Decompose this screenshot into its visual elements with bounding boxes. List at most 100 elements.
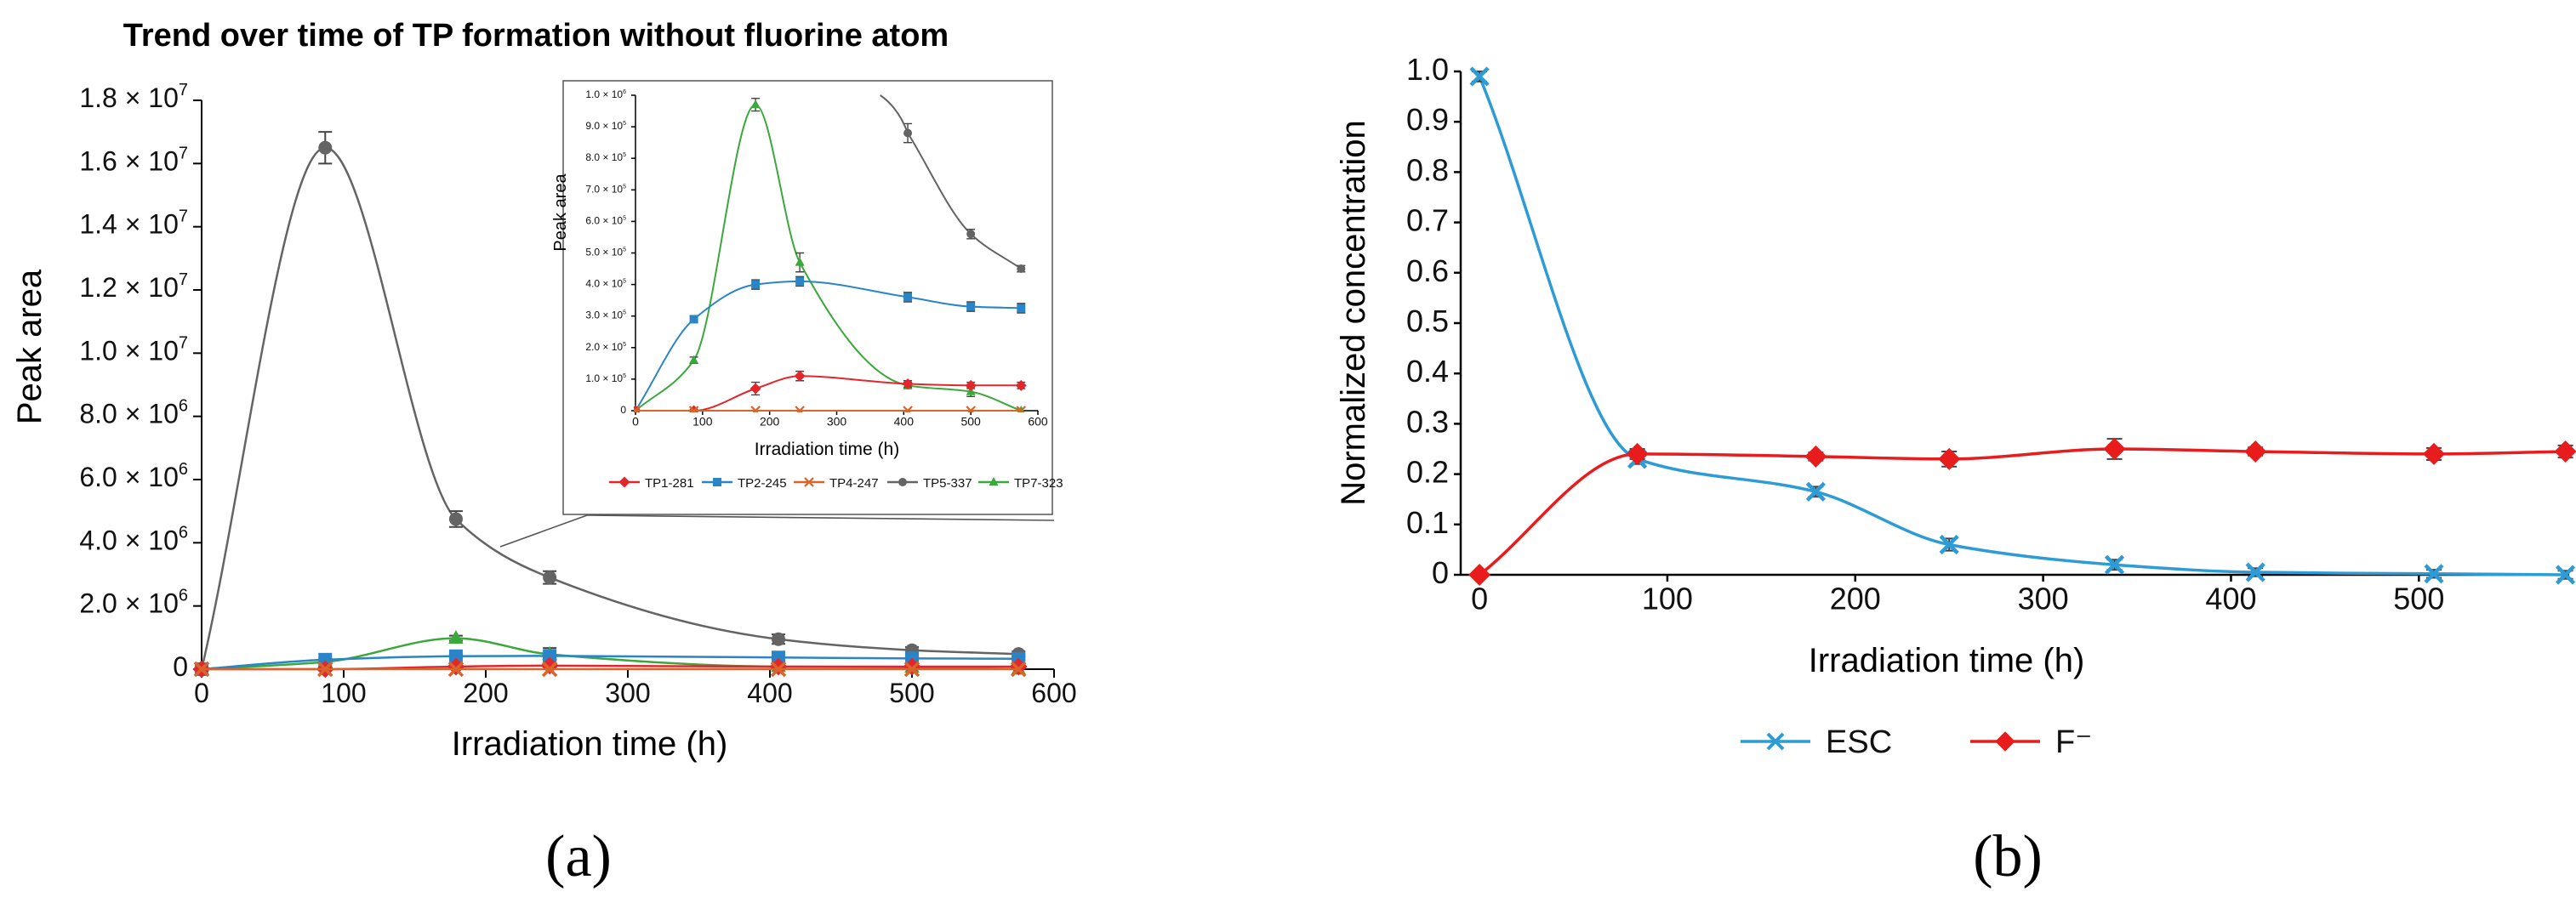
legend-label-F: F⁻ — [2055, 724, 2092, 760]
data-point-TP1 — [749, 383, 761, 395]
series-line-TP5-entry — [880, 94, 909, 133]
data-point-TP4 — [795, 406, 805, 412]
data-point-TP4 — [770, 661, 787, 678]
y-tick-label: 1.8 × 107 — [79, 81, 188, 113]
data-point-TP2 — [795, 276, 805, 286]
x-tick-label: 0 — [632, 415, 639, 429]
y-tick-label: 1.0 — [1406, 52, 1449, 87]
legend-marker-TP1 — [618, 476, 630, 488]
series-TP2 — [634, 275, 1026, 412]
data-point-TP1 — [447, 657, 465, 676]
legend-marker-TP5 — [898, 478, 907, 486]
data-point-TP4 — [634, 406, 641, 412]
data-point-F — [2554, 440, 2576, 463]
data-point-TP4 — [750, 406, 761, 412]
data-point-TP5 — [318, 140, 333, 155]
chart-a-y-axis-label: Peak area — [11, 269, 48, 424]
data-point-ESC — [2245, 562, 2265, 582]
y-tick-label: 0.4 — [1406, 354, 1449, 389]
y-tick-label: 4.0 × 106 — [79, 524, 188, 556]
x-tick-label: 400 — [894, 415, 915, 429]
y-tick-label: 0.9 — [1406, 102, 1449, 137]
y-tick-label: 0 — [173, 651, 188, 682]
zoom-connector-line — [586, 514, 1055, 521]
y-tick-label: 1.0 × 105 — [585, 372, 626, 384]
y-tick-label: 3.0 × 105 — [585, 310, 626, 321]
chart-a-inset-y-axis-label: Peak area — [551, 173, 570, 252]
x-tick-label: 0 — [1471, 581, 1488, 616]
chart-b-y-axis-label: Normalized concentration — [1335, 120, 1372, 506]
y-tick-label: 5.0 × 105 — [585, 247, 626, 258]
chart-b-plot: 0 100 200 300 400 500 0 0.1 0.2 0.3 0.4 0.5 0.6 0.7 0.… — [1406, 52, 2576, 616]
chart-a-main-plot: 0 100 200 300 400 500 600 0 2.0 × 106 4.0 × 106 6.… — [79, 81, 1076, 708]
panel-label-b: (b) — [1973, 824, 2043, 889]
data-point-TP4 — [193, 661, 210, 678]
y-tick-label: 0 — [1432, 555, 1449, 590]
series-TP4 — [193, 661, 1027, 678]
data-point-TP1 — [903, 657, 921, 676]
data-point-ESC — [2424, 564, 2444, 584]
data-point-F — [1468, 564, 1491, 586]
data-point-TP2 — [689, 315, 698, 324]
x-tick-label: 400 — [747, 678, 792, 708]
data-point-TP2 — [751, 280, 761, 289]
data-point-TP1 — [769, 657, 788, 676]
chart-a-inset-plot: 0 100 200 300 400 500 600 0 1.0 × 105 2.0 × 105 3.… — [562, 80, 1053, 515]
data-point-TP4 — [447, 661, 464, 678]
x-tick-label: 600 — [1031, 678, 1076, 708]
data-point-F — [2244, 440, 2267, 463]
series-line-TP7 — [635, 104, 1022, 412]
data-point-TP4 — [317, 661, 333, 678]
data-point-TP1 — [794, 370, 806, 382]
y-tick-label: 0.6 — [1406, 253, 1449, 287]
x-tick-label: 600 — [1028, 415, 1048, 429]
inset-series — [634, 94, 1027, 412]
panel-label-a: (a) — [545, 824, 612, 889]
data-point-TP7 — [795, 257, 805, 266]
data-point-TP2 — [448, 649, 463, 663]
y-tick-label: 0.3 — [1406, 404, 1449, 439]
x-tick-label: 200 — [760, 415, 780, 429]
y-tick-label: 0.2 — [1406, 454, 1449, 489]
chart-a-title: Trend over time of TP formation without … — [123, 18, 949, 54]
series-TP5 — [903, 122, 1026, 274]
data-point-TP4 — [1010, 661, 1027, 678]
x-tick-label: 300 — [827, 415, 847, 429]
x-tick-label: 100 — [692, 415, 713, 429]
y-tick-label: 6.0 × 106 — [79, 460, 188, 492]
legend-label-TP2: TP2-245 — [738, 476, 787, 491]
y-tick-label: 8.0 × 105 — [585, 151, 626, 163]
y-tick-label: 0.7 — [1406, 202, 1449, 237]
legend-marker-ESC — [1766, 732, 1785, 751]
zoom-connector-line — [499, 514, 588, 548]
x-tick-label: 100 — [321, 678, 366, 708]
data-point-TP1 — [1015, 379, 1027, 391]
legend-label-TP4: TP4-247 — [829, 476, 879, 491]
data-point-TP2 — [318, 652, 333, 667]
legend-label-TP1: TP1-281 — [645, 476, 694, 491]
data-point-TP4 — [966, 406, 976, 412]
data-point-F — [2422, 442, 2445, 465]
legend-label-ESC: ESC — [1826, 724, 1892, 760]
x-tick-label: 500 — [889, 678, 934, 708]
chart-a-inset-legend: TP1-281 TP2-245 TP4-247 TP5-337 TP7-323 — [609, 476, 1063, 491]
y-tick-label: 1.4 × 107 — [79, 207, 188, 240]
panel-a: Trend over time of TP formation without … — [11, 18, 1077, 889]
data-point-ESC — [2555, 565, 2576, 585]
data-point-TP5 — [448, 512, 463, 526]
data-point-TP2 — [966, 302, 976, 311]
x-tick-label: 100 — [1642, 581, 1693, 616]
series-line-ESC — [1478, 76, 2566, 576]
y-tick-label: 4.0 × 105 — [585, 278, 626, 290]
x-tick-label: 200 — [463, 678, 508, 708]
y-tick-label: 2.0 × 105 — [585, 341, 626, 353]
data-point-TP1 — [965, 379, 977, 391]
legend-marker-F — [1995, 731, 2015, 752]
data-point-TP2 — [772, 650, 786, 665]
data-point-F — [2103, 438, 2126, 460]
data-point-TP1 — [1009, 657, 1028, 676]
data-point-TP7 — [750, 99, 761, 109]
series-F — [1468, 438, 2576, 586]
series-ESC — [1469, 66, 2576, 585]
